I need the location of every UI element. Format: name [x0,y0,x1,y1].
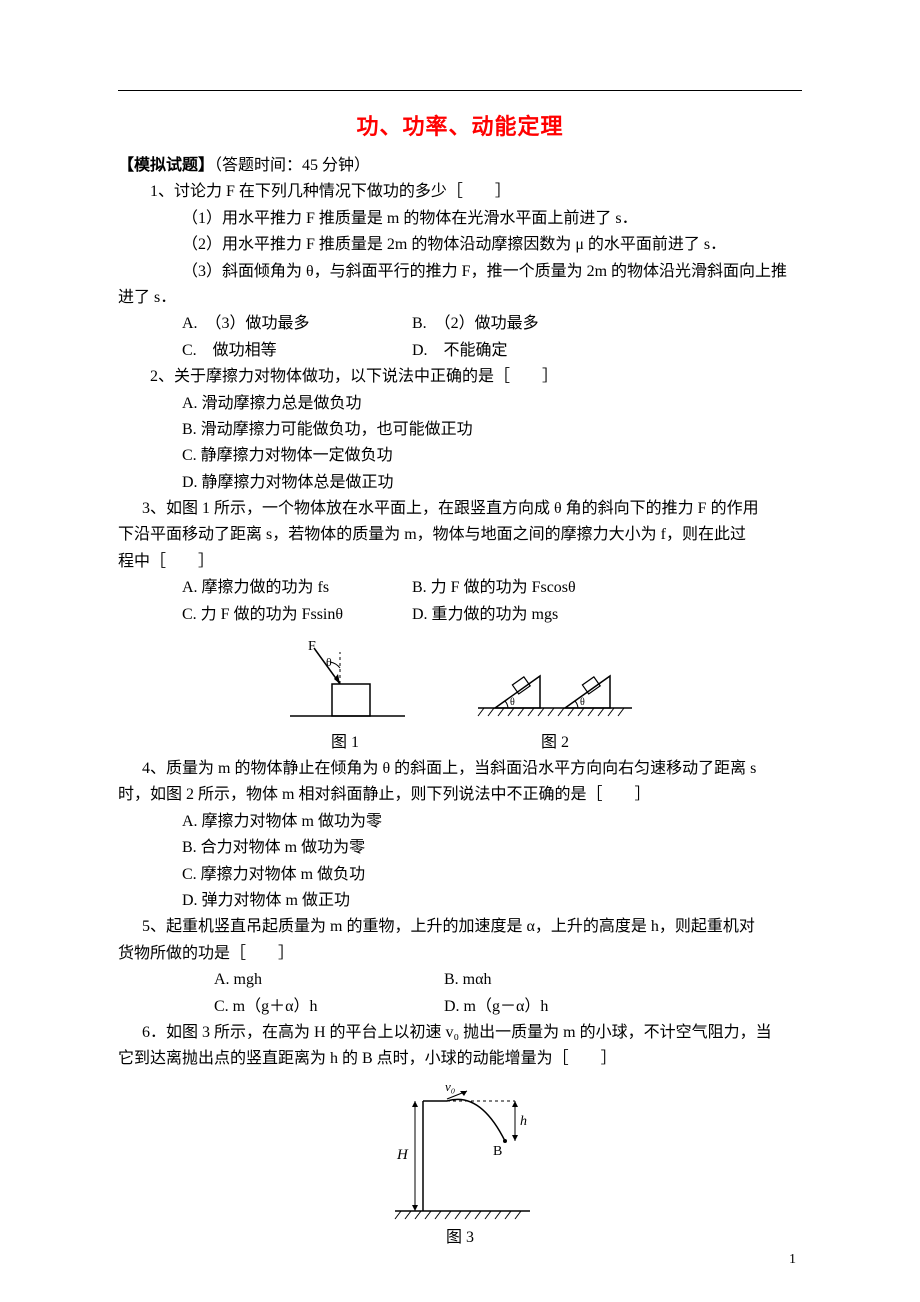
q1-A: A. （3）做功最多 [182,311,412,337]
q1-opts-row1: A. （3）做功最多 B. （2）做功最多 [118,311,802,337]
q3-B: B. 力 F 做的功为 Fscosθ [412,575,662,601]
q3-D: D. 重力做的功为 mgs [412,602,662,628]
top-rule [118,90,802,91]
q4-stem2: 时，如图 2 所示，物体 m 相对斜面静止，则下列说法中不正确的是［ ］ [118,782,802,808]
q2-D: D. 静摩擦力对物体总是做正功 [118,470,802,496]
section-label: 【模拟试题】 [118,157,214,174]
q5-C: C. m（g＋α）h [214,994,444,1020]
figure-2-block: θ θ 图 2 [470,638,640,752]
q1-B: B. （2）做功最多 [412,311,662,337]
q1-c3b: 进了 s． [118,285,802,311]
figure-2-svg: θ θ [470,638,640,726]
q5-D: D. m（g－α）h [444,994,694,1020]
figure-3-svg: v₀ h B H [375,1081,545,1221]
q1-c1: （1）用水平推力 F 推质量是 m 的物体在光滑水平面上前进了 s． [118,206,802,232]
q4-B: B. 合力对物体 m 做功为零 [118,835,802,861]
fig3-h: h [520,1114,527,1129]
figures-1-2: F θ 图 1 θ θ 图 2 [118,638,802,752]
q6-stem1: 6．如图 3 所示，在高为 H 的平台上以初速 v₀ 抛出一质量为 m 的小球，… [118,1020,802,1046]
q6-stem2: 它到达离抛出点的竖直距离为 h 的 B 点时，小球的动能增量为［ ］ [118,1046,802,1072]
figure-3-caption: 图 3 [446,1223,474,1247]
q5-stem1: 5、起重机竖直吊起质量为 m 的重物，上升的加速度是 α，上升的高度是 h，则起… [118,914,802,940]
q3-stem3: 程中［ ］ [118,549,802,575]
fig1-theta-label: θ [326,655,332,669]
q3-C: C. 力 F 做的功为 Fssinθ [182,602,412,628]
q2-B: B. 滑动摩擦力可能做负功，也可能做正功 [118,417,802,443]
fig3-B: B [493,1144,502,1159]
figure-1-caption: 图 1 [331,728,359,752]
q1-c3a: （3）斜面倾角为 θ，与斜面平行的推力 F，推一个质量为 2m 的物体沿光滑斜面… [118,259,802,285]
fig3-H: H [396,1147,409,1163]
q5-B: B. mαh [444,967,694,993]
figure-1-svg: F θ [280,638,410,726]
q2-stem: 2、关于摩擦力对物体做功，以下说法中正确的是［ ］ [118,364,802,390]
q1-D: D. 不能确定 [412,338,662,364]
figure-2-caption: 图 2 [541,728,569,752]
q2-C: C. 静摩擦力对物体一定做负功 [118,443,802,469]
q3-opts-row1: A. 摩擦力做的功为 fs B. 力 F 做的功为 Fscosθ [118,575,802,601]
figure-3-block: v₀ h B H 图 3 [118,1081,802,1247]
document-page: 功、功率、动能定理 【模拟试题】（答题时间：45 分钟） 1、讨论力 F 在下列… [0,0,920,1287]
q5-A: A. mgh [214,967,444,993]
q3-stem1: 3、如图 1 所示，一个物体放在水平面上，在跟竖直方向成 θ 角的斜向下的推力 … [118,496,802,522]
fig2-theta-2: θ [580,697,585,708]
fig3-v0: v₀ [445,1081,455,1094]
q1-stem: 1、讨论力 F 在下列几种情况下做功的多少［ ］ [118,179,802,205]
page-number: 1 [789,1252,796,1268]
document-title: 功、功率、动能定理 [118,109,802,141]
q4-A: A. 摩擦力对物体 m 做功为零 [118,809,802,835]
q5-stem2: 货物所做的功是［ ］ [118,941,802,967]
q1-C: C. 做功相等 [182,338,412,364]
section-header: 【模拟试题】（答题时间：45 分钟） [118,153,802,179]
q2-A: A. 滑动摩擦力总是做负功 [118,391,802,417]
fig2-theta-1: θ [510,697,515,708]
q3-opts-row2: C. 力 F 做的功为 Fssinθ D. 重力做的功为 mgs [118,602,802,628]
q5-opts-row2: C. m（g＋α）h D. m（g－α）h [118,994,802,1020]
q4-C: C. 摩擦力对物体 m 做负功 [118,862,802,888]
fig1-F-label: F [308,639,316,654]
q5-opts-row1: A. mgh B. mαh [118,967,802,993]
figure-1-block: F θ 图 1 [280,638,410,752]
q1-opts-row2: C. 做功相等 D. 不能确定 [118,338,802,364]
q3-A: A. 摩擦力做的功为 fs [182,575,412,601]
section-note: （答题时间：45 分钟） [214,157,370,174]
q4-stem1: 4、质量为 m 的物体静止在倾角为 θ 的斜面上，当斜面沿水平方向向右匀速移动了… [118,756,802,782]
q1-c2: （2）用水平推力 F 推质量是 2m 的物体沿动摩擦因数为 μ 的水平面前进了 … [118,232,802,258]
q3-stem2: 下沿平面移动了距离 s，若物体的质量为 m，物体与地面之间的摩擦力大小为 f，则… [118,522,802,548]
q4-D: D. 弹力对物体 m 做正功 [118,888,802,914]
